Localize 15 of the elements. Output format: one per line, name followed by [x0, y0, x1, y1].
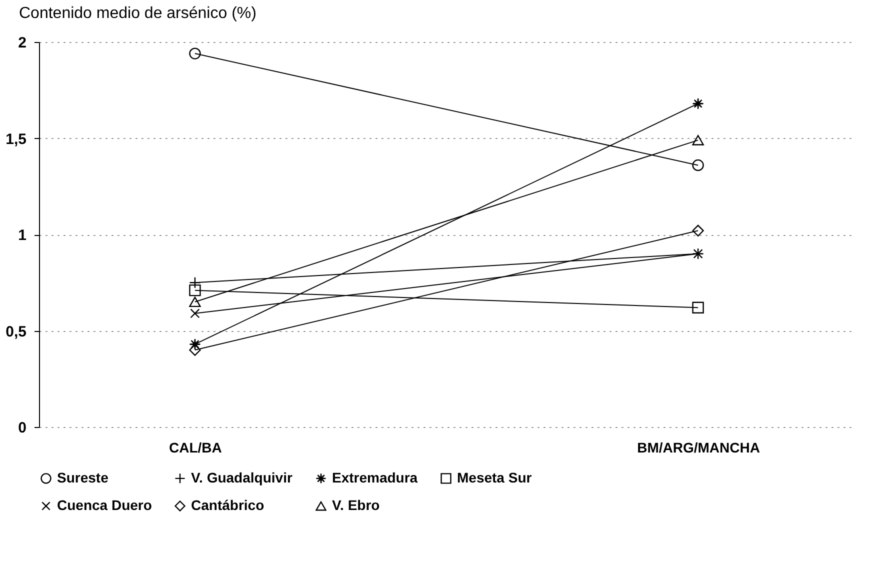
- legend-label: Cantábrico: [191, 497, 264, 513]
- legend-label: V. Ebro: [332, 497, 380, 513]
- legend-label: V. Guadalquivir: [191, 469, 293, 486]
- y-tick-label: 0,5: [6, 323, 26, 340]
- chart-title: Contenido medio de arsénico (%): [19, 5, 256, 22]
- y-tick-label: 1: [18, 227, 26, 244]
- x-tick-label: CAL/BA: [169, 440, 222, 456]
- y-tick-label: 1,5: [6, 130, 26, 148]
- x-tick-label: BM/ARG/MANCHA: [637, 440, 760, 456]
- legend-label: Extremadura: [332, 469, 418, 486]
- legend-label: Cuenca Duero: [57, 497, 152, 513]
- legend-label: Sureste: [57, 469, 109, 486]
- y-tick-label: 0: [18, 420, 26, 436]
- legend-label: Meseta Sur: [457, 469, 532, 486]
- y-tick-label: 2: [18, 34, 26, 52]
